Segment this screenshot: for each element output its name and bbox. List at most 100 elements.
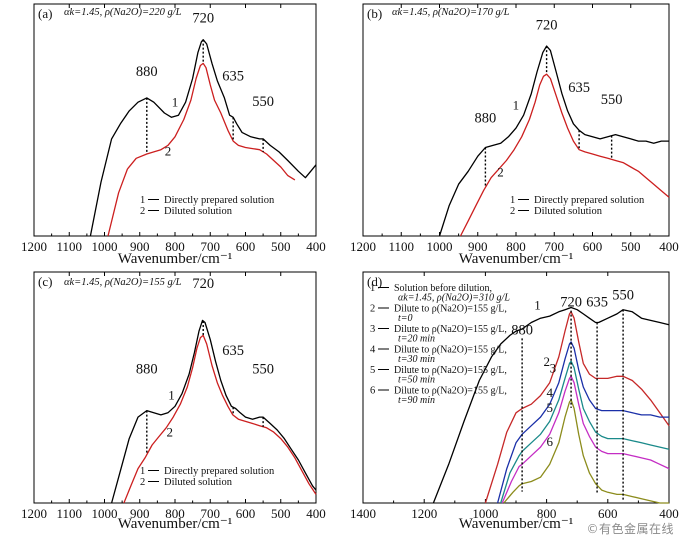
x-tick-label: 600 [236, 506, 256, 521]
peak-label: 880 [136, 64, 158, 80]
x-tick-label: 700 [201, 506, 221, 521]
x-tick-label: 600 [583, 239, 603, 254]
legend-text: Dilute to ρ(Na2O)=155 g/L, [394, 386, 507, 397]
panel-label: (d) [367, 274, 382, 289]
series-line-1 [110, 319, 317, 504]
series-line-1 [89, 39, 317, 237]
legend-text: t=30 min [398, 354, 435, 365]
legend-text: t=20 min [398, 334, 435, 345]
peak-label: 550 [612, 288, 634, 304]
series-number-label: 6 [547, 434, 554, 449]
panel-b: 1200 1100 1000 900 800 700 600 500 400 Wavenumber… [350, 3, 679, 267]
series-number-label: 3 [550, 361, 557, 376]
legend-text: Directly prepared solution [164, 195, 275, 206]
x-tick-label: 400 [306, 239, 326, 254]
x-tick-label: 1100 [388, 239, 414, 254]
peak-label: 635 [222, 343, 244, 359]
peak-label: 550 [252, 362, 274, 378]
series-number-label: 2 [543, 354, 550, 369]
legend-text: t=0 [398, 313, 413, 324]
legend-text: Dilute to ρ(Na2O)=155 g/L, [394, 345, 507, 356]
watermark: ©有色金属在线 [586, 522, 674, 536]
series-line-2 [459, 73, 670, 237]
x-tick-label: 900 [468, 239, 488, 254]
series-number-label: 1 [172, 94, 179, 109]
legend-number: 4 [370, 345, 376, 356]
x-tick-label: 600 [598, 506, 618, 521]
legend-number: 1 [140, 466, 145, 477]
condition-label: αk=1.45, ρ(Na2O)=220 g/L [64, 7, 182, 18]
series-line-1 [432, 306, 670, 504]
legend-text: Dilute to ρ(Na2O)=155 g/L, [394, 304, 507, 315]
condition-label: αk=1.45, ρ(Na2O)=170 g/L [392, 7, 510, 18]
x-tick-label: 400 [659, 506, 679, 521]
legend-text: Solution before dilution, [394, 283, 492, 294]
x-tick-label: 900 [130, 239, 150, 254]
x-axis-label: Wavenumber/cm⁻¹ [459, 251, 574, 267]
x-tick-label: 700 [545, 239, 565, 254]
legend-text: Diluted solution [534, 206, 603, 217]
legend-number: 2 [370, 304, 375, 315]
x-tick-label: 1000 [92, 506, 118, 521]
legend: 1 Directly prepared solution 2 Diluted solu… [140, 195, 275, 217]
x-tick-label: 800 [506, 239, 526, 254]
x-tick-label: 400 [659, 239, 679, 254]
legend-text: Directly prepared solution [534, 195, 645, 206]
legend: 1 Solution before dilution,αk=1.45, ρ(Na2… [370, 283, 510, 406]
legend-text: Diluted solution [164, 206, 233, 217]
x-tick-label: 1100 [56, 239, 82, 254]
peak-label: 635 [586, 295, 608, 311]
panel-c: 1200 1100 1000 900 800 700 600 500 400 Wavenumber… [21, 271, 326, 532]
legend-text: t=50 min [398, 375, 435, 386]
legend-number: 2 [510, 206, 515, 217]
panel-d: 1400 1200 1000 800 600 400Wavenumber/cm⁻¹(d)1… [350, 271, 679, 532]
x-tick-label: 1000 [427, 239, 453, 254]
peak-label: 550 [601, 92, 623, 108]
series-line-3 [496, 341, 669, 504]
x-tick-label: 700 [201, 239, 221, 254]
x-tick-label: 1200 [21, 239, 47, 254]
x-tick-label: 1200 [21, 506, 47, 521]
x-tick-label: 500 [271, 506, 291, 521]
series-line-2 [107, 62, 296, 237]
x-tick-label: 800 [165, 239, 185, 254]
series-number-label: 1 [513, 98, 520, 113]
x-tick-label: 400 [306, 506, 326, 521]
series-number-label: 1 [168, 388, 175, 403]
peak-label: 880 [511, 322, 533, 338]
legend-number: 2 [140, 206, 145, 217]
legend-number: 1 [510, 195, 515, 206]
legend-text: Directly prepared solution [164, 466, 275, 477]
panel-label: (b) [367, 6, 382, 21]
series-number-label: 1 [534, 298, 541, 313]
peak-label: 720 [560, 295, 582, 311]
panel-a: 1200 1100 1000 900 800 700 600 500 400 Wavenumber… [21, 3, 326, 267]
legend-text: αk=1.45, ρ(Na2O)=310 g/L [398, 293, 510, 304]
peak-label: 635 [222, 69, 244, 85]
peak-label: 720 [192, 276, 214, 292]
peak-label: 635 [568, 80, 590, 96]
legend-number: 2 [140, 477, 145, 488]
x-tick-label: 1000 [472, 506, 498, 521]
x-tick-label: 800 [165, 506, 185, 521]
x-tick-label: 600 [236, 239, 256, 254]
x-tick-label: 1200 [411, 506, 437, 521]
x-axis-label: Wavenumber/cm⁻¹ [118, 516, 233, 532]
x-tick-label: 900 [130, 506, 150, 521]
series-number-label: 2 [166, 424, 173, 439]
peak-label: 550 [252, 94, 274, 110]
legend-text: Dilute to ρ(Na2O)=155 g/L, [394, 365, 507, 376]
peak-label: 720 [192, 11, 214, 27]
x-tick-label: 1100 [56, 506, 82, 521]
legend-number: 5 [370, 365, 375, 376]
panel-label: (c) [38, 274, 52, 289]
legend-number: 3 [370, 324, 375, 335]
x-axis-label: Wavenumber/cm⁻¹ [459, 516, 574, 532]
series-line-6 [503, 399, 669, 504]
series-line-2 [123, 334, 317, 504]
x-tick-label: 1400 [350, 506, 376, 521]
series-number-label: 5 [547, 400, 554, 415]
legend-number: 6 [370, 386, 375, 397]
panel-label: (a) [38, 6, 52, 21]
series-line-5 [501, 375, 670, 504]
